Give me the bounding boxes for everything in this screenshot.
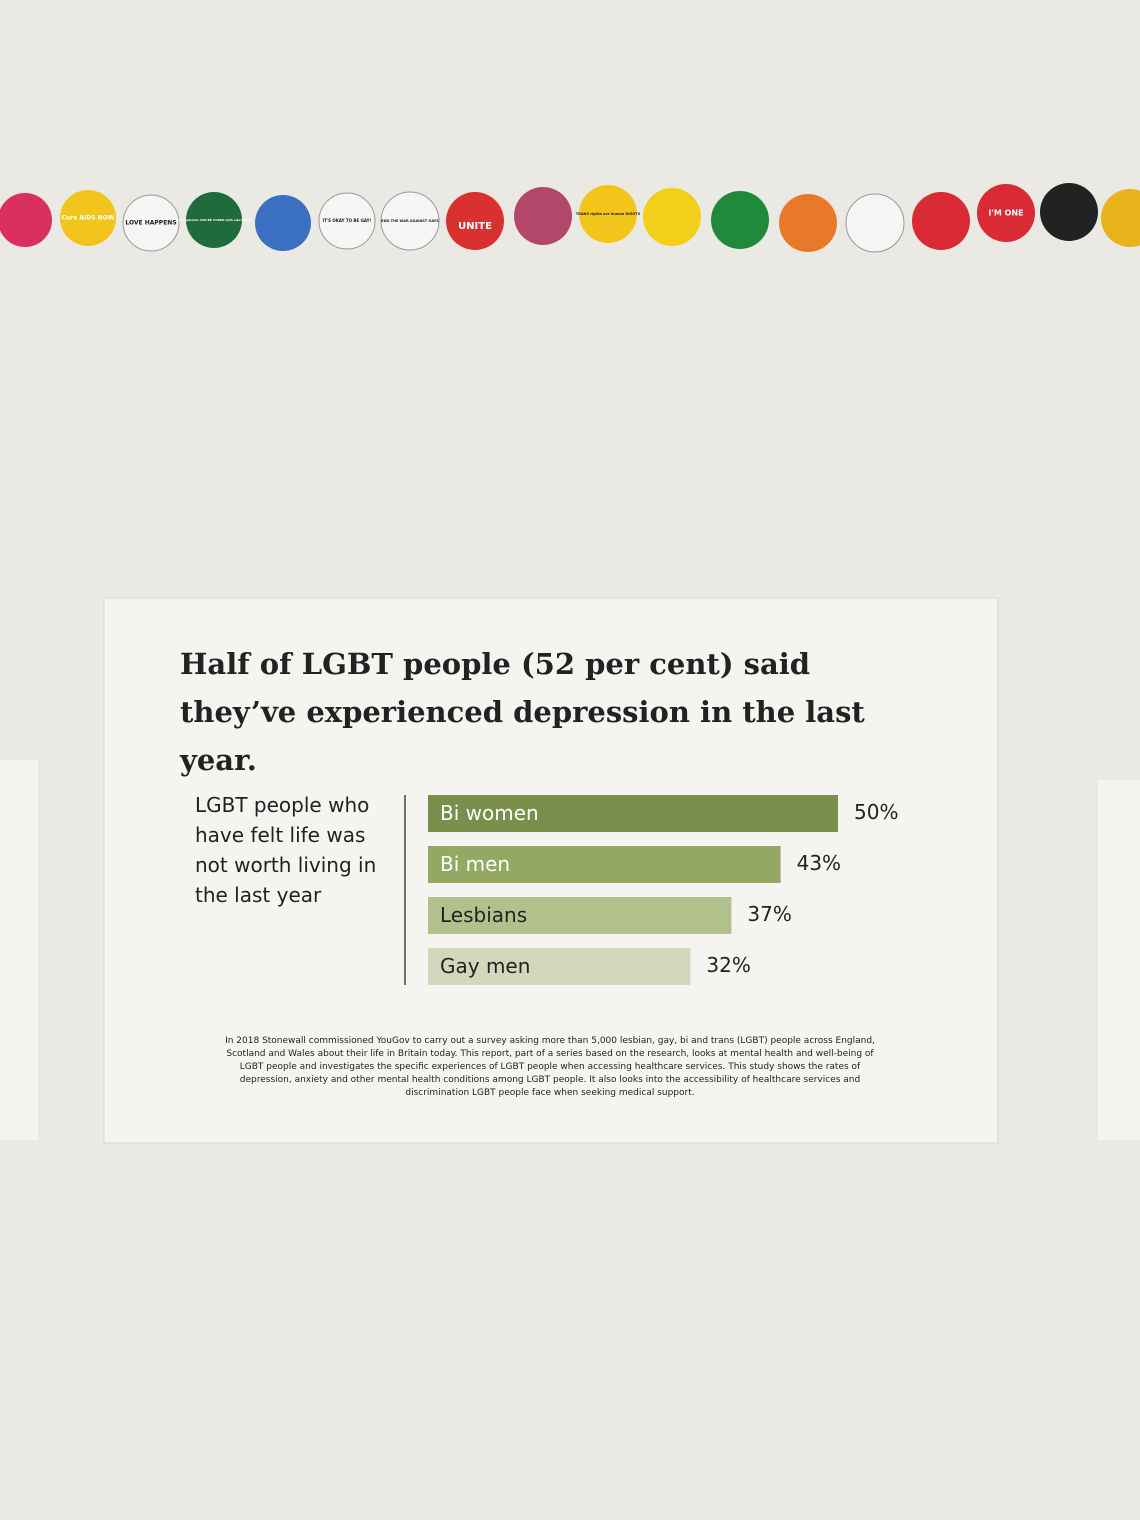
badge — [255, 195, 311, 251]
bar — [428, 846, 781, 883]
badge-text: Cure AIDS NOW — [62, 215, 115, 222]
bar — [428, 897, 732, 934]
bar-label: Lesbians — [440, 903, 527, 927]
value-label: 37% — [747, 902, 791, 926]
badge — [711, 191, 769, 249]
badge — [579, 185, 637, 243]
badge — [318, 192, 376, 250]
badge — [1101, 189, 1140, 247]
badge — [977, 184, 1035, 242]
badge-text: TRANS rights are human RIGHTS — [576, 212, 641, 216]
badge — [60, 190, 116, 246]
badge-text: END THE WAR AGAINST GAYS — [381, 219, 439, 223]
bars: Bi women 50% Bi men 43% Lesbians 37% Gay men 32… — [428, 795, 898, 985]
bar — [428, 795, 838, 832]
badge — [380, 191, 440, 251]
badge — [446, 192, 504, 250]
badge — [514, 187, 572, 245]
right-panel — [1098, 780, 1140, 1140]
badge-text: UNITE — [458, 221, 492, 232]
bar-label: Gay men — [440, 954, 530, 978]
badge-row: Cure AIDS NOW LOVE HAPPENS Homophobia CA… — [0, 183, 1140, 253]
badge-text: LOVE HAPPENS — [125, 220, 176, 227]
note: In 2018 Stonewall commissioned YouGov to… — [225, 1036, 875, 1098]
badge — [0, 193, 52, 247]
badge-text: Homophobia CAN BE CURED with education — [177, 218, 251, 222]
badge — [122, 194, 180, 252]
badge — [912, 192, 970, 250]
badge — [643, 188, 701, 246]
y-label: LGBT people who have felt life was not w… — [195, 793, 377, 907]
badge — [1040, 183, 1098, 241]
bar — [428, 948, 691, 985]
badge-text: IT'S OKAY TO BE GAY! — [323, 218, 372, 223]
bar-label: Bi men — [440, 852, 510, 876]
chart-title: Half of LGBT people (52 per cent) said t… — [180, 647, 865, 777]
value-label: 43% — [797, 851, 841, 875]
badge — [186, 192, 242, 248]
bar-label: Bi women — [440, 801, 539, 825]
badge — [845, 193, 905, 253]
value-label: 32% — [706, 953, 750, 977]
left-panel — [0, 760, 38, 1140]
badge-text: I'M ONE — [988, 209, 1023, 218]
value-label: 50% — [854, 800, 898, 824]
badge — [779, 194, 837, 252]
